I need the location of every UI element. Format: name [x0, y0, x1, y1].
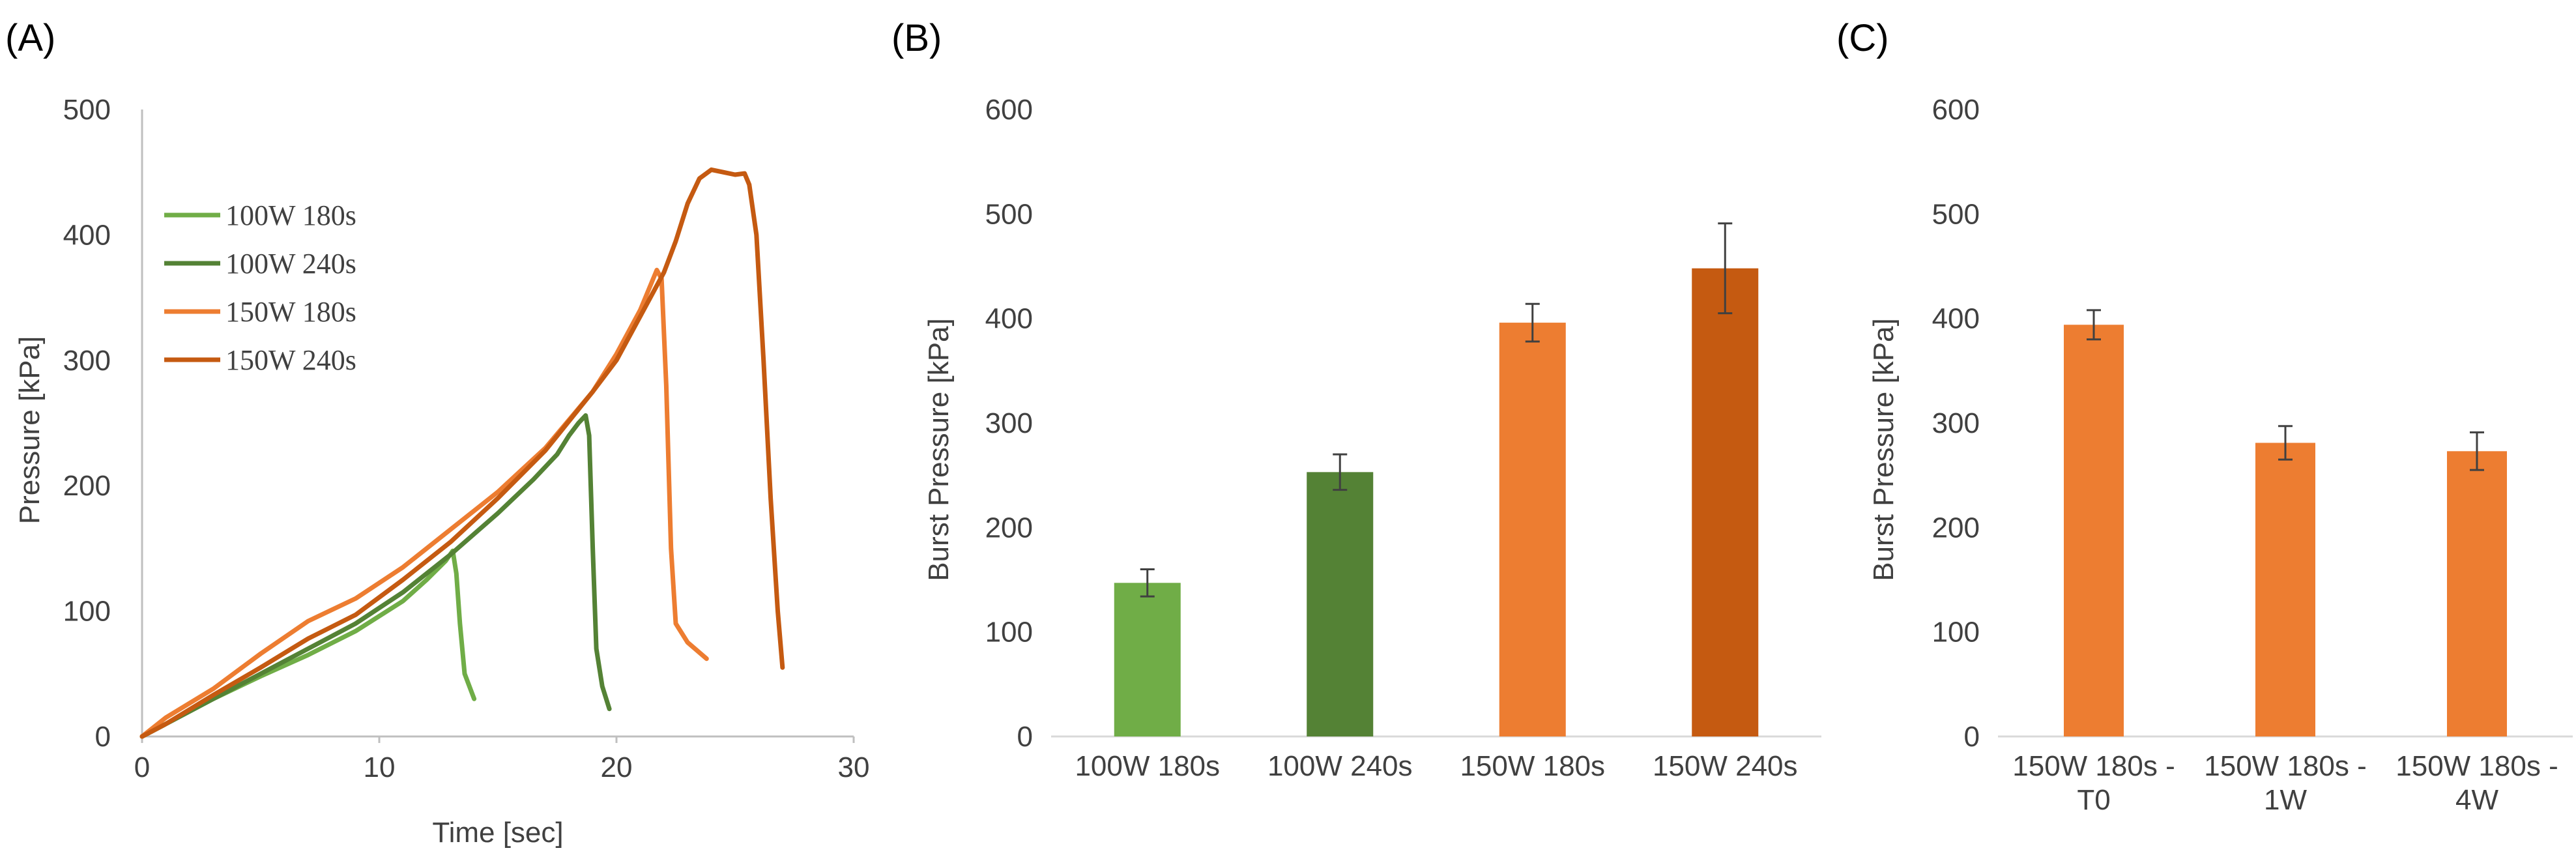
legend: 100W 180s 100W 240s 150W 180s 150W 240s	[164, 199, 356, 376]
y-tick-label: 300	[63, 345, 111, 377]
series-lines	[139, 167, 785, 739]
y-axis-title: Pressure [kPa]	[14, 336, 46, 525]
bar	[2255, 443, 2315, 736]
y-tick-label: 200	[63, 470, 111, 502]
x-tick-label: 4W	[2455, 784, 2498, 816]
y-tick-label: 300	[985, 407, 1033, 439]
legend-label: 100W 240s	[225, 248, 356, 280]
legend-label: 100W 180s	[225, 199, 356, 231]
bar	[1307, 472, 1374, 736]
y-tick-label: 0	[1017, 721, 1033, 753]
panel-c: (C) Burst Pressure [kPa] 0 100 200 300 400 50…	[1836, 17, 2573, 816]
x-tick-label: 150W 180s	[1460, 750, 1605, 782]
series-line-3	[139, 267, 709, 739]
x-tick-label: 10	[364, 751, 396, 783]
panel-label-c: (C)	[1836, 17, 1889, 59]
y-tick-label: 400	[1932, 303, 1980, 335]
y-axis-title: Burst Pressure [kPa]	[923, 318, 955, 581]
series-line-4	[139, 167, 785, 739]
axes: 0 100 200 300 400 500 0 10 20 30	[63, 94, 870, 783]
x-tick-label: 20	[601, 751, 633, 783]
axes: 0 100 200 300 400 500 600	[1932, 94, 2573, 753]
y-tick-label: 300	[1932, 407, 1980, 439]
bars: 100W 180s 100W 240s 150W 180s 150W 240s	[1075, 222, 1798, 782]
x-tick-label: 30	[838, 751, 870, 783]
y-tick-label: 400	[63, 219, 111, 251]
y-tick-label: 0	[95, 721, 111, 753]
y-tick-label: 0	[1964, 721, 1980, 753]
y-tick-label: 200	[985, 512, 1033, 544]
panel-label-b: (B)	[891, 17, 942, 59]
y-tick-label: 100	[1932, 617, 1980, 648]
x-tick-label: 150W 240s	[1653, 750, 1798, 782]
y-tick-label: 100	[985, 617, 1033, 648]
x-tick-label: 150W 180s -	[2204, 750, 2366, 782]
y-tick-label: 400	[985, 303, 1033, 335]
y-tick-label: 200	[1932, 512, 1980, 544]
x-tick-label: 100W 240s	[1267, 750, 1413, 782]
panel-a: (A) Pressure [kPa] Time [sec] 0100200300…	[5, 17, 869, 849]
panel-label-a: (A)	[5, 17, 55, 59]
series-line-2	[139, 413, 612, 739]
legend-label: 150W 240s	[225, 344, 356, 376]
y-tick-label: 100	[63, 596, 111, 628]
y-axis-title: Burst Pressure [kPa]	[1868, 318, 1900, 581]
bar	[1499, 323, 1566, 737]
x-axis-title: Time [sec]	[432, 817, 563, 849]
panel-b: (B) Burst Pressure [kPa] 0 100 200 300 400 50…	[891, 17, 1821, 782]
legend-label: 150W 180s	[225, 296, 356, 328]
x-tick-label: 150W 180s -	[2395, 750, 2558, 782]
x-tick-label: 150W 180s -	[2012, 750, 2175, 782]
bar	[1114, 583, 1181, 736]
y-tick-label: 600	[1932, 94, 1980, 126]
y-tick-label: 500	[1932, 198, 1980, 230]
x-tick-label: 100W 180s	[1075, 750, 1220, 782]
y-tick-label: 500	[63, 94, 111, 126]
bar	[1692, 268, 1759, 736]
x-tick-label: T0	[2077, 784, 2110, 816]
y-tick-label: 500	[985, 198, 1033, 230]
y-tick-label: 600	[985, 94, 1033, 126]
x-tick-label: 1W	[2264, 784, 2307, 816]
bar	[2447, 451, 2507, 736]
bar	[2064, 325, 2124, 737]
x-tick-label: 0	[134, 751, 150, 783]
